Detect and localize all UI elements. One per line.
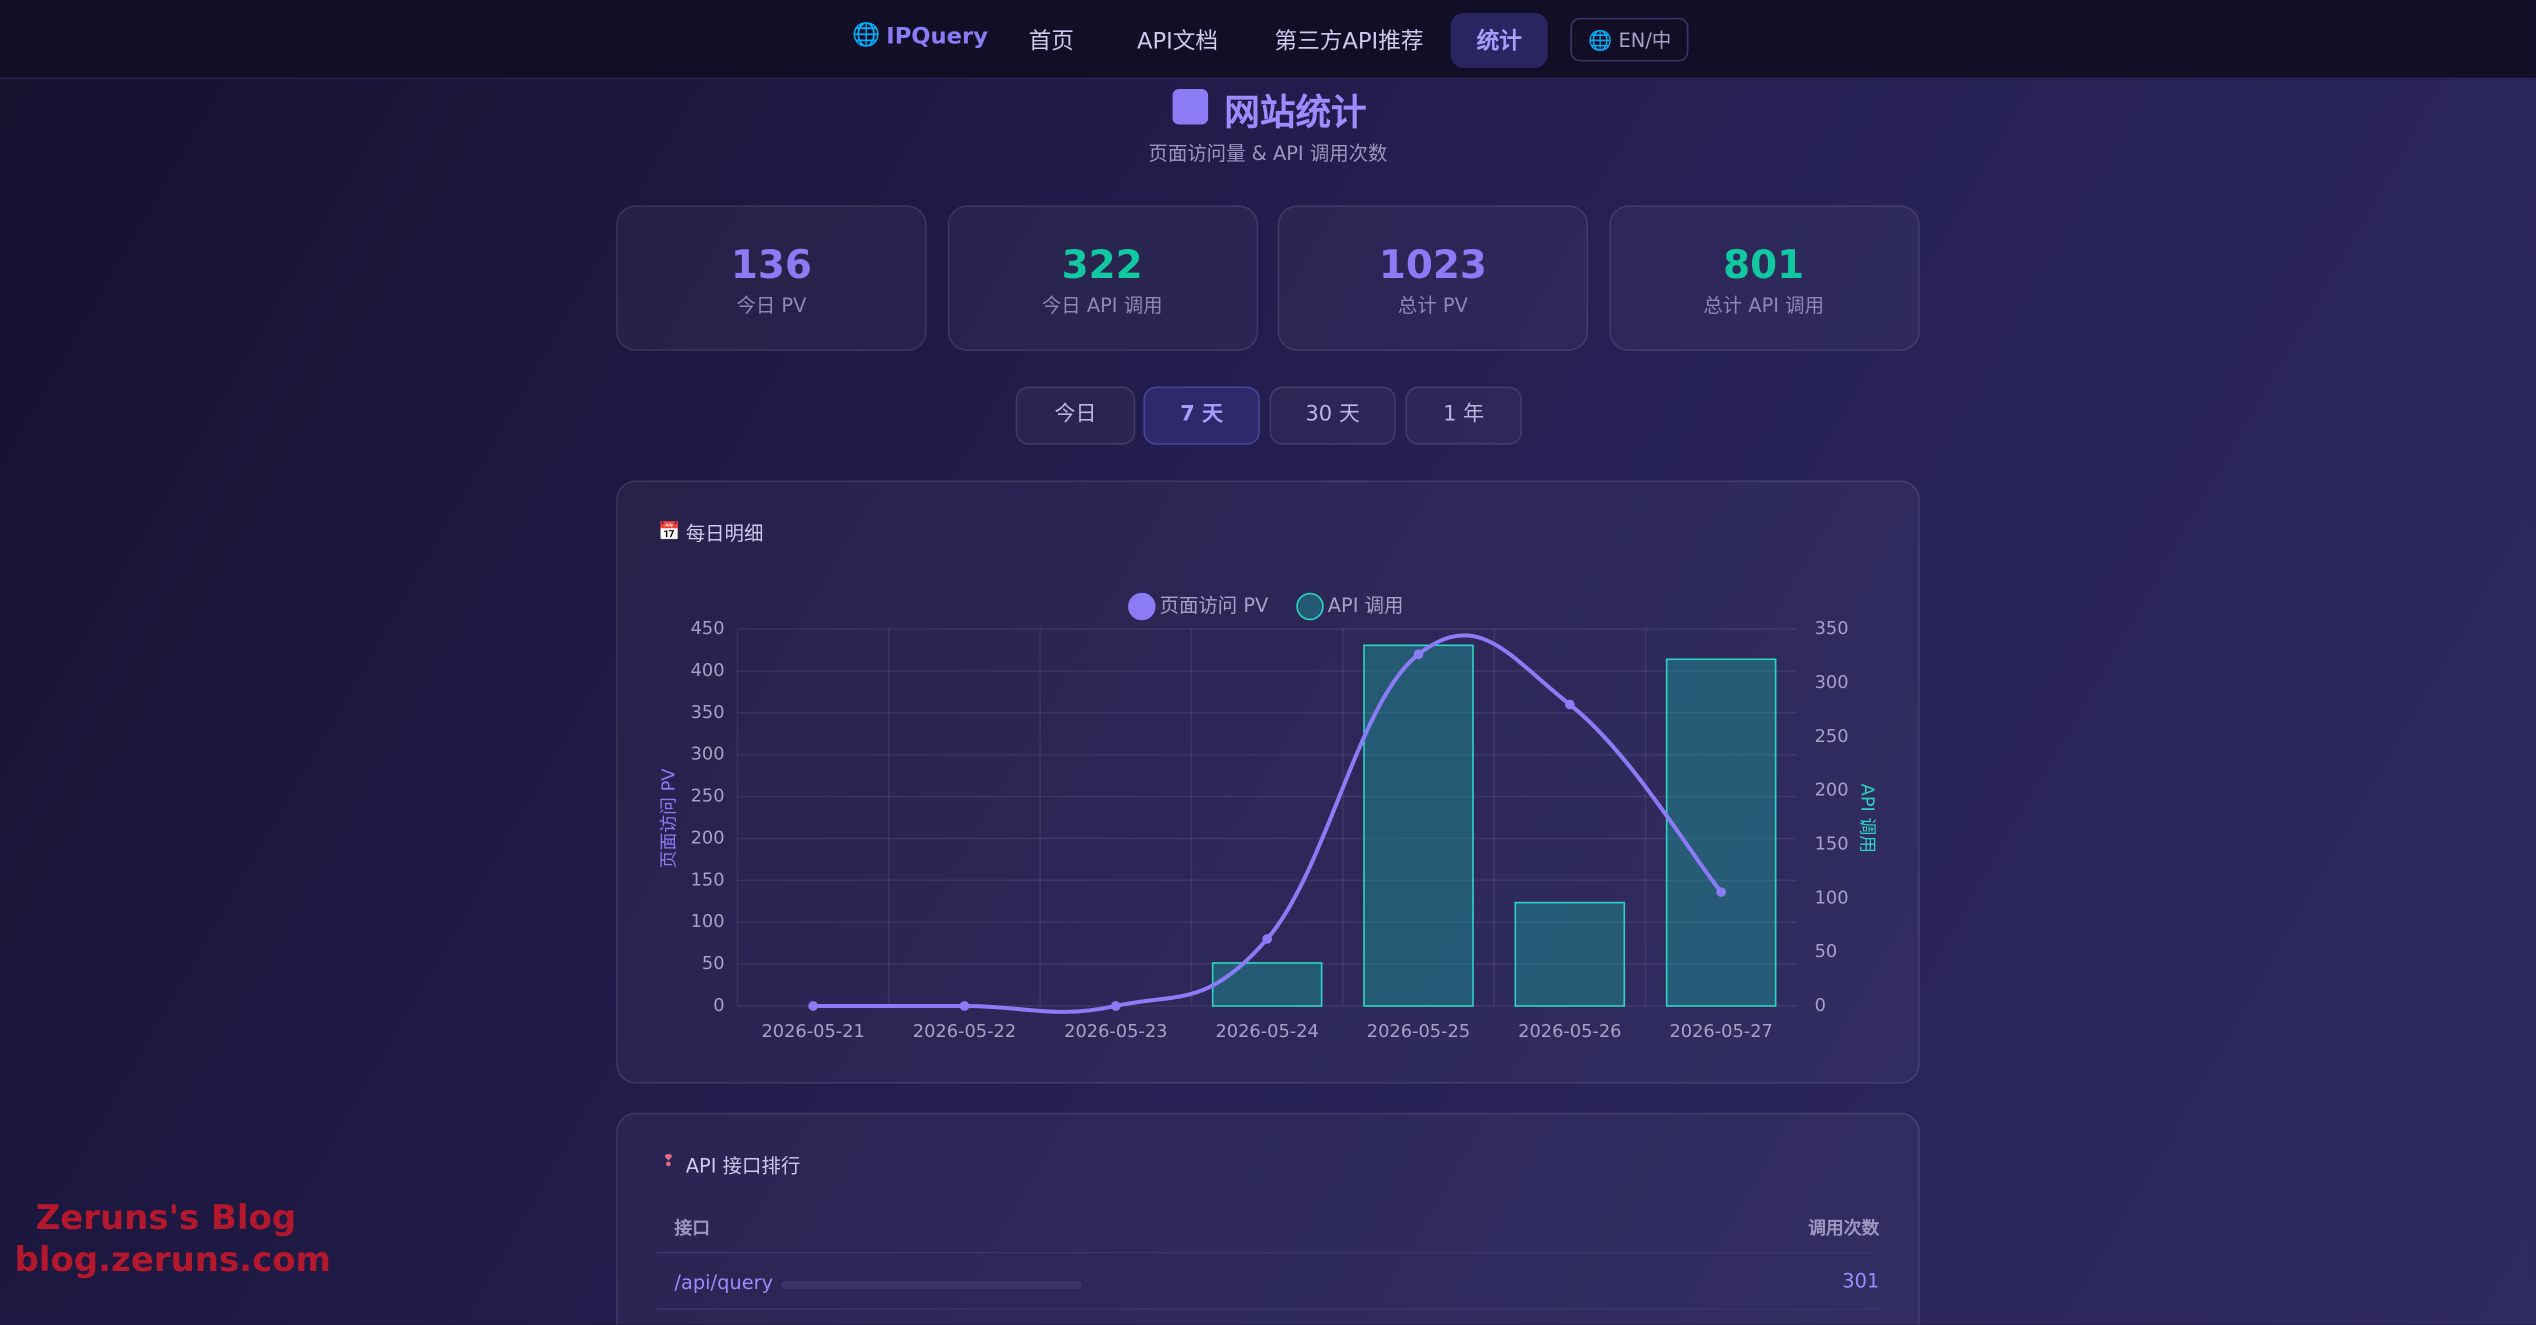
stat-value: 1023: [1378, 242, 1487, 288]
y2-tick-label: 300: [1815, 672, 1849, 693]
bar: [1665, 658, 1777, 1007]
range-tab[interactable]: 1 年: [1405, 386, 1522, 445]
bar: [1363, 644, 1474, 1007]
stat-card: 801 总计 API 调用: [1608, 205, 1919, 351]
stat-value: 322: [1061, 242, 1143, 288]
x-tick-label: 2026-05-24: [1215, 1021, 1318, 1042]
stat-label: 今日 PV: [736, 294, 807, 317]
y-axis-title: 页面访问 PV: [659, 768, 680, 868]
watermark: Zeruns's Blog: [35, 1198, 297, 1238]
y2-tick-label: 350: [1815, 618, 1849, 639]
progress-track: [781, 1280, 1082, 1289]
page-title: 网站统计: [1224, 93, 1367, 135]
x-tick-label: 2026-05-25: [1367, 1021, 1470, 1042]
y2-tick-label: 150: [1815, 833, 1849, 854]
y2-axis-title: API 调用: [1856, 784, 1877, 853]
stat-value: 136: [730, 242, 812, 288]
table-header: 调用次数: [1808, 1217, 1880, 1239]
nav-link[interactable]: 首页: [1028, 29, 1074, 55]
card-title: 每日明细: [685, 522, 764, 546]
nav-bar: 🌐 IPQuery 首页 API文档 第三方API推荐 统计 🌐 EN/中: [0, 0, 2536, 80]
y2-tick-label: 200: [1815, 780, 1849, 801]
card-icon: 📅: [658, 520, 681, 542]
x-tick-label: 2026-05-23: [1064, 1021, 1167, 1042]
chart-card: 📅 每日明细 0 50 100 150 200 250 300 350 400 450 0 50 100…: [616, 480, 1920, 1084]
nav-link[interactable]: 第三方API推荐: [1274, 29, 1424, 55]
range-tab[interactable]: 今日: [1015, 386, 1136, 445]
stat-card: 322 今日 API 调用: [946, 205, 1258, 351]
y-tick-label: 200: [691, 827, 725, 848]
divider: [656, 1251, 1880, 1254]
y2-tick-label: 0: [1815, 995, 1826, 1016]
x-tick-label: 2026-05-27: [1669, 1021, 1772, 1042]
divider: [656, 1308, 1880, 1311]
point: [959, 1001, 970, 1011]
chart: 0 50 100 150 200 250 300 350 400 450 0 50 100 150 200 2…: [659, 592, 1877, 1042]
bar: [1211, 962, 1323, 1007]
legend-marker: [1296, 592, 1324, 621]
call-count: 301: [1842, 1269, 1880, 1293]
point: [1716, 887, 1727, 897]
point: [1110, 1001, 1121, 1011]
card-icon: ❢: [661, 1153, 676, 1171]
point: [1413, 649, 1424, 660]
bar: [1514, 901, 1626, 1007]
y-tick-label: 150: [691, 869, 725, 890]
legend-label: API 调用: [1328, 594, 1404, 617]
y2-tick-label: 50: [1815, 941, 1838, 962]
brand[interactable]: IPQuery: [886, 24, 988, 51]
ranking-card: ❢ API 接口排行 接口 调用次数 /api/query 301: [616, 1112, 1920, 1325]
y-tick-label: 50: [702, 953, 725, 974]
stat-card: 136 今日 PV: [616, 205, 927, 351]
endpoint: /api/query: [674, 1271, 774, 1294]
range-tab[interactable]: 7 天: [1143, 386, 1260, 445]
x-tick-label: 2026-05-22: [913, 1021, 1016, 1042]
x-tick-label: 2026-05-21: [761, 1021, 864, 1042]
stat-label: 今日 API 调用: [1041, 294, 1163, 317]
y-tick-label: 400: [691, 660, 725, 681]
y-tick-label: 0: [713, 995, 724, 1016]
stat-value: 801: [1723, 242, 1805, 288]
legend-label: 页面访问 PV: [1160, 594, 1269, 617]
range-tab[interactable]: 30 天: [1269, 386, 1396, 445]
y-tick-label: 450: [691, 618, 725, 639]
watermark: blog.zeruns.com: [14, 1240, 331, 1280]
title-icon: [1172, 88, 1209, 125]
page-subtitle: 页面访问量 & API 调用次数: [1148, 142, 1388, 165]
table-header: 接口: [674, 1217, 710, 1239]
nav-link[interactable]: API文档: [1136, 29, 1219, 55]
card-title: API 接口排行: [685, 1154, 801, 1178]
point: [808, 1001, 819, 1011]
y-tick-label: 250: [691, 786, 725, 807]
stat-label: 总计 PV: [1397, 294, 1468, 317]
lang-toggle[interactable]: 🌐 EN/中: [1570, 17, 1690, 62]
y-tick-label: 350: [691, 702, 725, 723]
y2-tick-label: 100: [1815, 887, 1849, 908]
y2-tick-label: 250: [1815, 726, 1849, 747]
y-tick-label: 300: [691, 744, 725, 765]
y-tick-label: 100: [691, 911, 725, 932]
stat-label: 总计 API 调用: [1703, 294, 1825, 317]
stat-card: 1023 总计 PV: [1277, 205, 1589, 351]
lang-text: EN/中: [1618, 29, 1672, 52]
point: [1564, 699, 1575, 710]
legend-marker: [1128, 592, 1156, 621]
globe-icon: 🌐: [852, 22, 881, 49]
point: [1262, 934, 1273, 944]
nav-link-active[interactable]: 统计: [1450, 12, 1548, 68]
x-tick-label: 2026-05-26: [1518, 1021, 1621, 1042]
